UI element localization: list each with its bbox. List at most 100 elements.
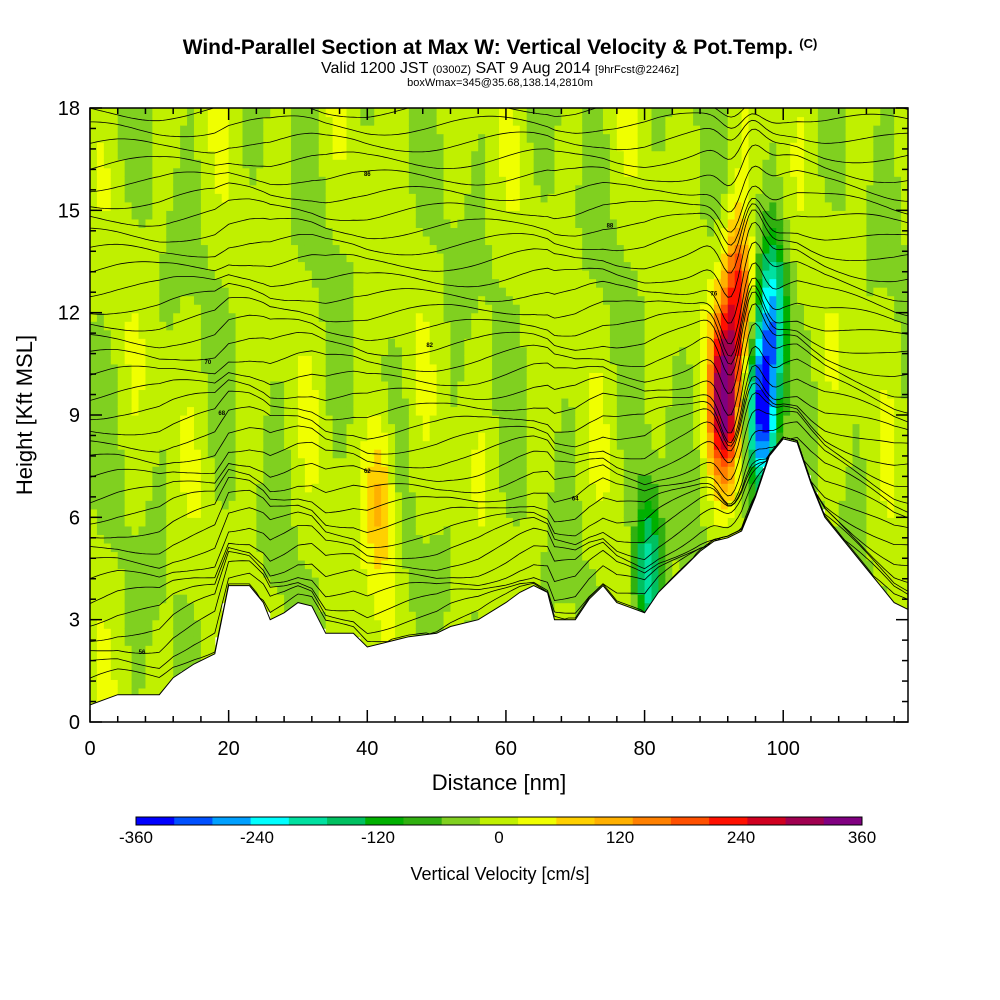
velocity-cell	[242, 176, 251, 186]
velocity-cell	[408, 338, 417, 348]
velocity-cell	[478, 466, 486, 476]
velocity-cell	[519, 338, 528, 348]
velocity-cell	[256, 218, 264, 228]
velocity-cell	[422, 355, 431, 365]
velocity-cell	[117, 176, 126, 186]
velocity-cell	[395, 346, 403, 356]
velocity-cell	[381, 619, 389, 629]
velocity-cell	[596, 542, 604, 553]
velocity-cell	[381, 474, 389, 484]
velocity-cell	[353, 227, 361, 237]
velocity-cell	[180, 227, 188, 237]
velocity-cell	[103, 483, 112, 493]
velocity-cell	[457, 218, 465, 228]
velocity-cell	[277, 142, 285, 152]
velocity-cell	[346, 619, 355, 629]
velocity-cell	[277, 116, 285, 126]
velocity-cell	[526, 500, 535, 510]
velocity-cell	[138, 252, 147, 263]
velocity-cell	[492, 432, 500, 442]
velocity-cell	[291, 287, 299, 297]
copyright-mark: (C)	[799, 36, 818, 51]
velocity-cell	[499, 500, 507, 510]
velocity-cell	[568, 483, 576, 493]
velocity-cell	[311, 577, 320, 587]
velocity-cell	[616, 415, 625, 425]
velocity-cell	[159, 483, 167, 493]
velocity-cell	[353, 193, 361, 203]
velocity-cell	[138, 500, 147, 510]
velocity-cell	[256, 184, 264, 194]
velocity-cell	[478, 270, 486, 280]
velocity-cell	[103, 329, 112, 339]
velocity-cell	[152, 611, 160, 621]
velocity-cell	[540, 466, 549, 476]
velocity-cell	[505, 338, 514, 348]
velocity-cell	[173, 602, 181, 612]
velocity-cell	[623, 355, 632, 365]
velocity-cell	[180, 611, 188, 621]
velocity-cell	[415, 432, 424, 442]
velocity-cell	[117, 594, 126, 604]
velocity-cell	[436, 397, 445, 408]
velocity-cell	[388, 287, 396, 297]
velocity-cell	[388, 406, 396, 416]
velocity-cell	[311, 457, 320, 467]
velocity-cell	[602, 159, 611, 169]
velocity-cell	[436, 125, 445, 135]
velocity-cell	[297, 116, 306, 126]
velocity-cell	[291, 568, 299, 578]
velocity-cell	[270, 534, 278, 544]
velocity-cell	[457, 440, 465, 450]
velocity-cell	[395, 628, 403, 638]
velocity-cell	[353, 150, 361, 160]
velocity-cell	[228, 406, 237, 416]
velocity-cell	[367, 287, 375, 297]
velocity-cell	[124, 474, 133, 484]
velocity-cell	[609, 176, 618, 186]
velocity-cell	[575, 125, 583, 135]
velocity-cell	[173, 449, 181, 459]
velocity-cell	[561, 193, 569, 203]
velocity-cell	[519, 150, 528, 160]
velocity-cell	[103, 363, 112, 373]
velocity-cell	[242, 270, 251, 280]
velocity-cell	[568, 261, 576, 271]
velocity-cell	[457, 321, 465, 331]
velocity-cell	[152, 389, 160, 399]
velocity-cell	[166, 423, 174, 433]
velocity-cell	[381, 346, 389, 356]
velocity-cell	[561, 423, 569, 433]
velocity-cell	[429, 491, 438, 501]
velocity-cell	[96, 380, 105, 391]
velocity-cell	[180, 201, 188, 211]
velocity-cell	[284, 346, 292, 356]
velocity-cell	[554, 125, 562, 135]
velocity-cell	[492, 312, 500, 322]
velocity-cell	[519, 287, 528, 297]
velocity-cell	[360, 534, 368, 544]
velocity-cell	[152, 184, 160, 194]
velocity-cell	[249, 449, 257, 459]
velocity-cell	[159, 542, 167, 553]
velocity-cell	[145, 329, 153, 339]
velocity-cell	[284, 508, 292, 518]
velocity-cell	[374, 628, 382, 638]
velocity-cell	[117, 611, 126, 621]
velocity-cell	[277, 372, 285, 382]
velocity-cell	[505, 534, 514, 544]
velocity-cell	[200, 167, 209, 177]
velocity-cell	[367, 176, 375, 186]
velocity-cell	[533, 397, 542, 408]
velocity-cell	[311, 201, 320, 211]
velocity-cell	[284, 594, 292, 604]
velocity-cell	[450, 159, 458, 169]
velocity-cell	[214, 500, 223, 510]
velocity-cell	[367, 227, 375, 237]
velocity-cell	[478, 491, 486, 501]
velocity-cell	[187, 483, 195, 493]
velocity-cell	[96, 662, 105, 672]
velocity-cell	[443, 167, 452, 177]
velocity-cell	[505, 218, 514, 228]
velocity-cell	[388, 346, 396, 356]
